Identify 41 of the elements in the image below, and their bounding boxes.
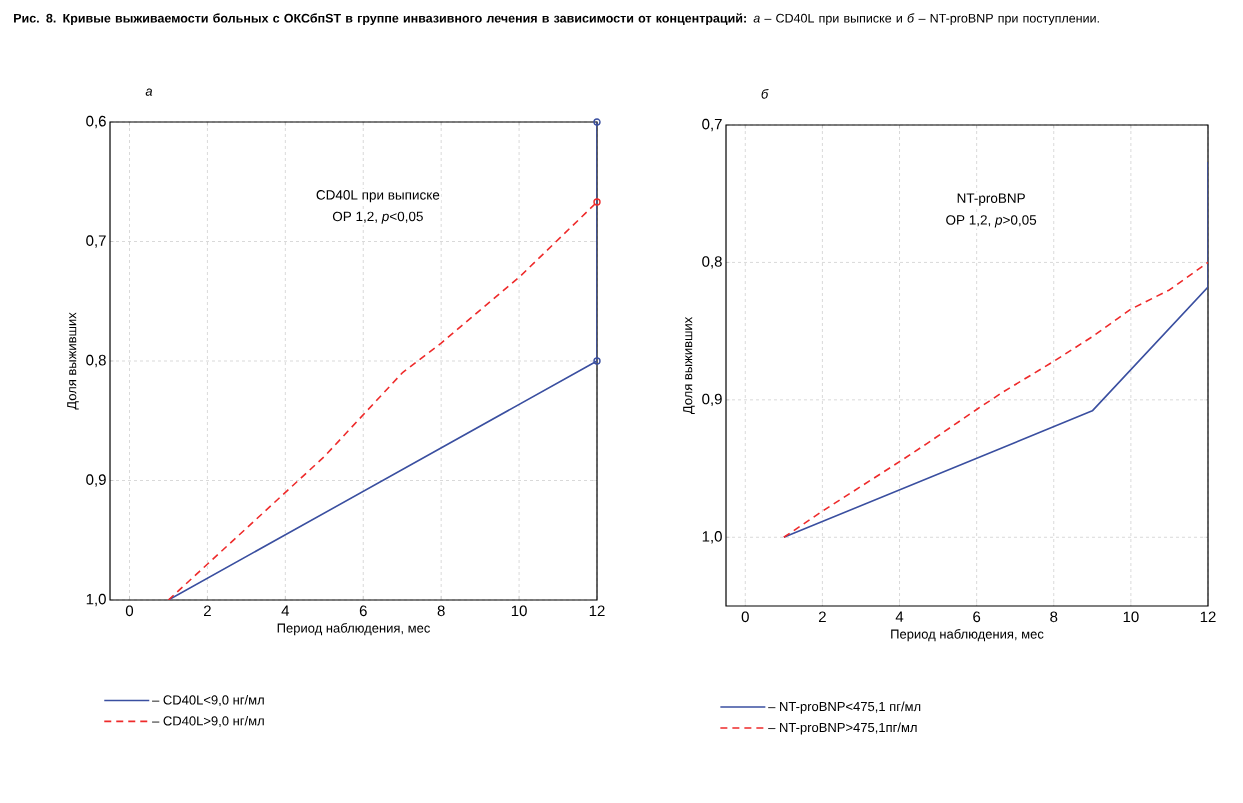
chart-subtitle: а [145, 88, 153, 96]
x-tick-label: 8 [437, 605, 445, 617]
legend-label: – CD40L>9,0 нг/мл [152, 715, 264, 728]
x-axis-title: Период наблюдения, мес [277, 623, 431, 636]
legend-label: – NT-proBNP<475,1 пг/мл [768, 701, 921, 714]
y-tick-label: 0,7 [86, 235, 106, 248]
line-series [783, 261, 1208, 539]
x-tick-label: 4 [281, 605, 290, 616]
x-tick-label: 4 [895, 611, 904, 622]
y-tick-label: 0,9 [702, 393, 722, 407]
legend-label: – CD40L<9,0 нг/мл [152, 695, 264, 707]
annotation: ОР 1,2, p>0,05 [946, 215, 1037, 228]
x-tick-label: 6 [359, 605, 367, 617]
x-axis-title: Период наблюдения, мес [891, 629, 1044, 642]
x-tick-label: 10 [511, 605, 527, 617]
x-tick-label: 12 [589, 605, 605, 616]
annotation: CD40L при выписке [316, 190, 440, 203]
annotation: NT-proBNP [957, 193, 1025, 206]
y-tick-label: 1,0 [86, 593, 106, 607]
annotation: ОР 1,2, p<0,05 [332, 211, 423, 224]
x-tick-label: 8 [1050, 611, 1058, 623]
x-tick-label: 2 [818, 611, 826, 622]
chart-subtitle: б [761, 88, 769, 99]
x-tick-label: 10 [1123, 611, 1139, 623]
y-tick-label: 0,6 [86, 115, 106, 129]
y-tick-label: 0,8 [702, 256, 722, 269]
y-axis-title: Доля выживших [683, 316, 695, 415]
x-tick-label: 0 [125, 605, 134, 617]
chart-title: Рис. 8. Кривые выживаемости больных с ОКСбпST в группе инвазивного лечения в зависимости от концентраций: а – CD40L при выписке и б – NT-proBNP при поступлении. [14, 13, 1099, 26]
legend-label: – NT-proBNP>475,1пг/мл [768, 722, 917, 735]
x-tick-label: 0 [741, 611, 749, 623]
y-tick-label: 0,9 [86, 474, 106, 487]
y-tick-label: 1,0 [702, 531, 722, 544]
x-tick-label: 6 [973, 611, 981, 623]
point [593, 357, 601, 365]
point [593, 198, 601, 206]
y-tick-label: 0,8 [86, 354, 106, 368]
x-tick-label: 12 [1200, 611, 1216, 622]
y-tick-label: 0,7 [702, 118, 722, 132]
x-tick-label: 2 [203, 605, 211, 616]
y-axis-title: Доля выживших [67, 312, 79, 410]
